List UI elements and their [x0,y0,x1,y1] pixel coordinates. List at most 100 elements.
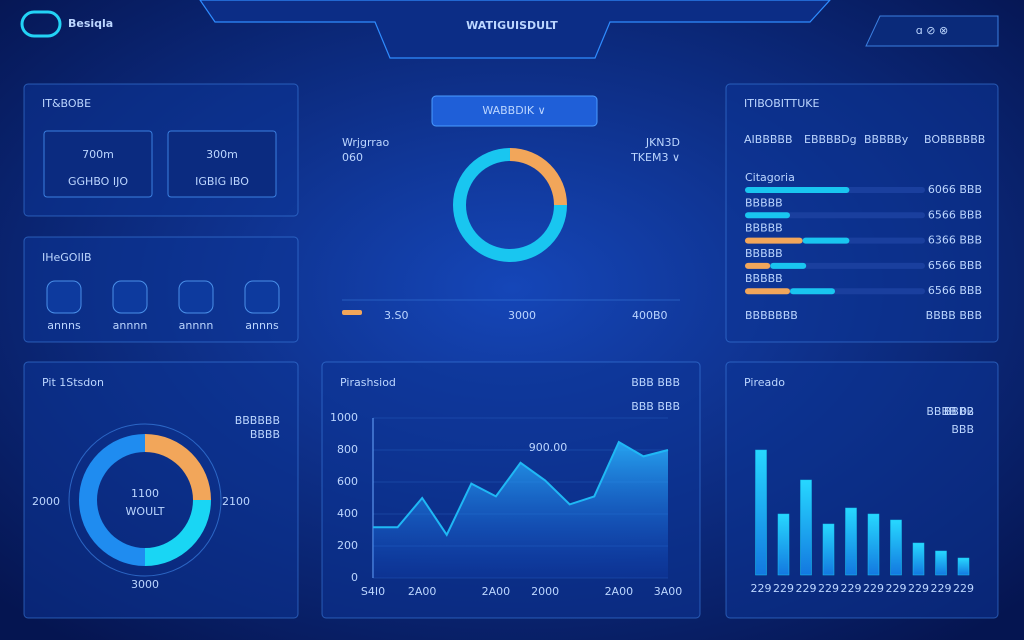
tool-button[interactable] [244,280,280,314]
legend-label: BBB BBB [631,376,680,389]
donut-segment [145,500,211,566]
x-tick-label: 2A00 [482,585,511,598]
stat-value: 300m [206,148,238,161]
panel-title: Pireado [744,376,785,389]
bar-segment [745,237,803,244]
bar [777,513,790,576]
bar [822,523,835,576]
legend-label: BBBBBB [235,414,280,427]
legend-label: BBBB [250,428,280,441]
x-tick-label: 229 [908,582,929,595]
bar [755,449,767,576]
tool-label: annnn [179,319,214,332]
x-tick-label: S4I0 [361,585,385,598]
bar-segment [770,262,807,269]
area-fill [373,442,668,578]
table-footer: BBBB BBB [926,309,982,322]
tool-button[interactable] [46,280,82,314]
bar-segment [790,288,835,295]
logo-icon [20,10,62,38]
donut-segment [510,148,567,205]
x-tick-label: 2A00 [605,585,634,598]
donut-note: 2100 [222,495,250,508]
panel-title: IT&BOBE [42,97,91,110]
page-title: WATIGUISDULT [466,19,558,32]
y-tick-label: 800 [337,443,358,456]
bar-segment [745,262,771,269]
table-footer: BBBBBBB [745,309,798,322]
track [745,212,925,219]
x-tick-label: 229 [796,582,817,595]
y-tick-label: 1000 [330,411,358,424]
stat-card [167,130,277,198]
bar [957,557,970,576]
x-tick-label: 229 [773,582,794,595]
donut-center: 1100 [131,487,159,500]
x-tick-label: 3A00 [654,585,683,598]
row-label: BBBBB [745,272,783,285]
x-tick-label: 2000 [531,585,559,598]
note: ТKEM3 ∨ [630,151,680,164]
bar [912,542,925,576]
tool-label: annns [245,319,279,332]
dropdown-label: WABBDIK ∨ [482,104,545,117]
x-tick-label: 229 [818,582,839,595]
panel [23,361,299,619]
area-line [373,440,669,537]
x-tick-label: 229 [841,582,862,595]
legend-label: BBB BBB [631,400,680,413]
tool-button[interactable] [178,280,214,314]
tool-button[interactable] [112,280,148,314]
row-label: BBBBB [745,247,783,260]
stat-label: GGHBO IJO [68,175,128,188]
toolbar-frame [865,15,999,47]
tool-label: annns [47,319,81,332]
dropdown[interactable] [431,95,598,127]
donut-segment [145,434,211,500]
column-header: BOBBBBBB [924,133,985,146]
legend-label: BBBB [944,405,974,418]
row-value: 6366 BBB [928,234,982,247]
panel-title: Pirashsiod [340,376,396,389]
row-value: 6566 BBB [928,284,982,297]
stat-value: 700m [82,148,114,161]
y-tick-label: 200 [337,539,358,552]
row-value: 6066 BBB [928,183,982,196]
note: 060 [342,151,363,164]
y-tick-label: 600 [337,475,358,488]
x-tick-label: 229 [863,582,884,595]
bar [935,550,947,576]
footer-value: 3000 [508,309,536,322]
x-tick-label: 2A00 [408,585,437,598]
row-label: BBBBB [745,196,783,209]
tool-label: annnn [113,319,148,332]
logo: Besiqla [68,17,113,30]
bar [845,507,857,576]
column-header: AIBBBBB [744,133,793,146]
legend-swatch [342,310,362,315]
x-tick-label: 229 [931,582,952,595]
bar [867,513,880,576]
footer-value: 400B0 [632,309,668,322]
y-tick-label: 400 [337,507,358,520]
bar-segment [745,187,850,193]
stat-card [43,130,153,198]
panel-title: Pit 1Stsdon [42,376,104,389]
footer-value: 3.S0 [384,309,408,322]
note: JKN3D [645,136,680,149]
donut-segment [78,434,145,566]
bar-segment [802,237,850,244]
toolbar[interactable]: ɑ ⊘ ⊗ [916,24,948,37]
bar [890,519,902,576]
panel-title: ITIBOBITTUKE [744,97,820,110]
row-value: 6566 BBB [928,208,982,221]
x-tick-label: 229 [751,582,772,595]
header-frame [199,0,831,59]
legend-label: BBB [951,423,974,436]
x-tick-label: 229 [886,582,907,595]
annotation: 900.00 [529,441,568,454]
row-value: 6566 BBB [928,259,982,272]
donut-note: 3000 [131,578,159,591]
donut-note: 2000 [32,495,60,508]
